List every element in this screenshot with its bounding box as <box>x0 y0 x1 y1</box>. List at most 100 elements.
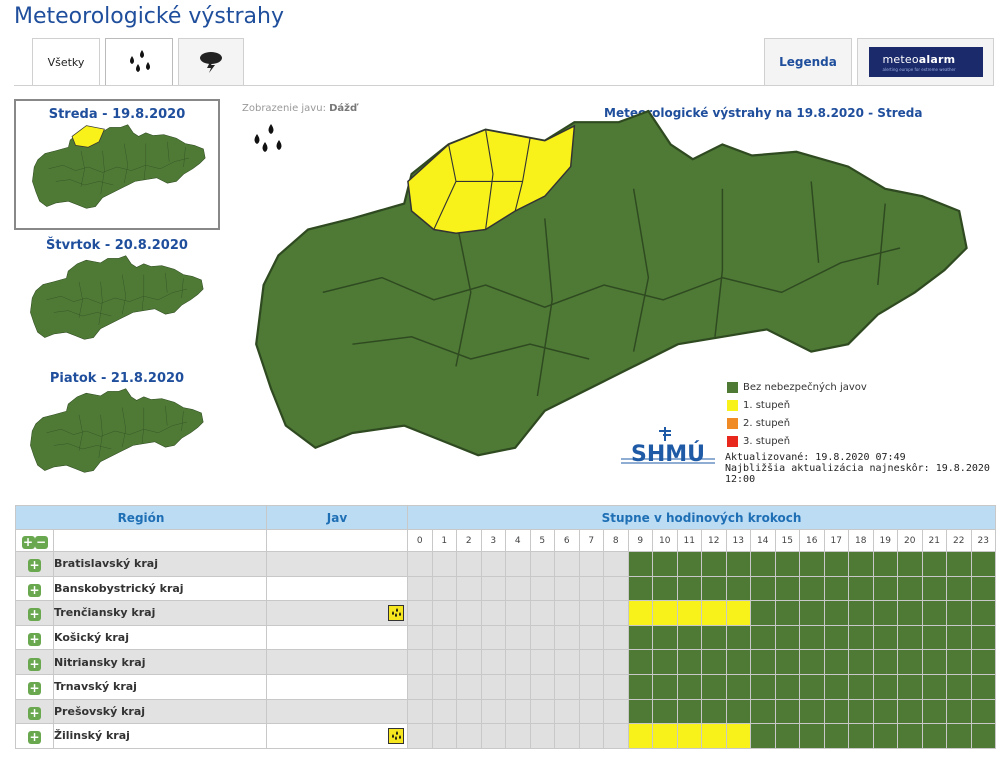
region-name[interactable]: Prešovský kraj <box>53 698 267 725</box>
hour-cell-none <box>774 551 800 577</box>
hour-cell-past <box>505 575 531 602</box>
legend-label: 3. stupeň <box>743 435 791 447</box>
hour-cell-past <box>431 673 457 700</box>
hour-cell-past <box>480 723 506 749</box>
rain-warning-icon[interactable] <box>388 727 404 744</box>
hour-header: 1 <box>431 529 457 552</box>
hour-header: 9 <box>627 529 653 552</box>
hour-cell-none <box>848 649 874 675</box>
day-thumb-map <box>32 124 206 209</box>
day-thumb-thursday[interactable]: Štvrtok - 20.8.2020 <box>14 232 220 362</box>
expand-collapse-all: + − <box>15 529 54 552</box>
tab-all[interactable]: Všetky <box>32 38 100 85</box>
hour-cell-none <box>823 575 849 602</box>
hour-cell-past <box>431 600 457 626</box>
hour-header: 6 <box>554 529 580 552</box>
table-row: + Žilinský kraj <box>15 723 996 749</box>
hour-cell-none <box>799 624 825 651</box>
row-expand-button[interactable]: + <box>28 730 41 745</box>
hour-cell-none <box>897 673 923 700</box>
hour-cell-past <box>480 600 506 626</box>
hour-cell-level1 <box>676 600 702 626</box>
hour-header: 13 <box>725 529 751 552</box>
day-thumb-friday[interactable]: Piatok - 21.8.2020 <box>14 365 220 495</box>
legend-item: 2. stupeň <box>727 414 867 432</box>
slovakia-warning-map[interactable] <box>222 100 986 470</box>
region-name[interactable]: Trenčiansky kraj <box>53 600 267 626</box>
hour-cell-none <box>652 624 678 651</box>
hour-header: 22 <box>946 529 972 552</box>
hour-cell-none <box>676 551 702 577</box>
hour-header: 2 <box>456 529 482 552</box>
hour-cell-none <box>921 673 947 700</box>
hour-cell-past <box>407 624 433 651</box>
legend-label: 1. stupeň <box>743 399 791 411</box>
collapse-all-button[interactable]: − <box>34 535 48 549</box>
tab-all-label: Všetky <box>47 55 85 69</box>
meteoalarm-logo: meteoalarm alerting europe for extreme w… <box>868 47 983 77</box>
row-expand-button[interactable]: + <box>28 656 41 671</box>
row-expand-button[interactable]: + <box>28 582 41 597</box>
next-update: Najbližšia aktualizácia najneskôr: 19.8.… <box>725 463 990 485</box>
tab-rain[interactable] <box>105 38 173 85</box>
row-expand-button[interactable]: + <box>28 607 41 622</box>
hour-cell-level1 <box>701 600 727 626</box>
hour-cell-none <box>627 649 653 675</box>
hour-cell-none <box>750 649 776 675</box>
region-name[interactable]: Trnavský kraj <box>53 673 267 700</box>
row-expand-button[interactable]: + <box>28 681 41 696</box>
hour-cell-past <box>529 551 555 577</box>
hour-cell-none <box>750 723 776 749</box>
region-name[interactable]: Bratislavský kraj <box>53 551 267 577</box>
hour-cell-past <box>407 551 433 577</box>
hour-cell-past <box>529 649 555 675</box>
region-name[interactable]: Košický kraj <box>53 624 267 651</box>
hour-cell-past <box>407 575 433 602</box>
meteoalarm-tab[interactable]: meteoalarm alerting europe for extreme w… <box>857 38 994 85</box>
hour-cell-past <box>456 551 482 577</box>
rain-warning-icon[interactable] <box>388 604 404 621</box>
updated-at: Aktualizované: 19.8.2020 07:49 <box>725 452 906 463</box>
hour-cell-none <box>627 698 653 725</box>
hour-cell-none <box>872 698 898 725</box>
hour-cell-past <box>505 600 531 626</box>
hour-cell-none <box>946 649 972 675</box>
hour-cell-past <box>431 551 457 577</box>
row-expand-cell: + <box>15 600 54 626</box>
hour-cell-past <box>480 575 506 602</box>
col-region-header[interactable]: Región <box>15 505 267 530</box>
hour-cell-past <box>603 698 629 725</box>
hour-cell-none <box>946 698 972 725</box>
hour-cell-none <box>774 698 800 725</box>
tab-legend[interactable]: Legenda <box>764 38 852 85</box>
col-jav-header[interactable]: Jav <box>266 505 408 530</box>
hour-cell-past <box>431 649 457 675</box>
region-name[interactable]: Žilinský kraj <box>53 723 267 749</box>
thunderstorm-icon <box>200 52 222 73</box>
hour-cell-past <box>456 575 482 602</box>
hour-cell-past <box>529 723 555 749</box>
hour-cell-none <box>897 723 923 749</box>
row-expand-button[interactable]: + <box>28 632 41 647</box>
hour-cell-level1 <box>676 723 702 749</box>
hour-cell-past <box>554 551 580 577</box>
hour-cell-none <box>725 673 751 700</box>
hour-cell-none <box>872 551 898 577</box>
expand-all-button[interactable]: + <box>21 535 35 549</box>
hour-cell-none <box>701 551 727 577</box>
day-thumb-wednesday[interactable]: Streda - 19.8.2020 <box>14 99 220 230</box>
region-name[interactable]: Nitriansky kraj <box>53 649 267 675</box>
day-thumb-map <box>30 255 204 340</box>
hour-cell-none <box>897 600 923 626</box>
region-name[interactable]: Banskobystrický kraj <box>53 575 267 602</box>
hour-cell-none <box>652 575 678 602</box>
hour-cell-none <box>946 673 972 700</box>
hour-cell-none <box>676 673 702 700</box>
row-expand-button[interactable]: + <box>28 558 41 573</box>
hour-cell-none <box>774 575 800 602</box>
hour-cell-none <box>676 649 702 675</box>
hour-cell-none <box>970 624 996 651</box>
tab-storm[interactable] <box>178 38 244 85</box>
row-expand-button[interactable]: + <box>28 705 41 720</box>
hour-cell-level1 <box>627 600 653 626</box>
